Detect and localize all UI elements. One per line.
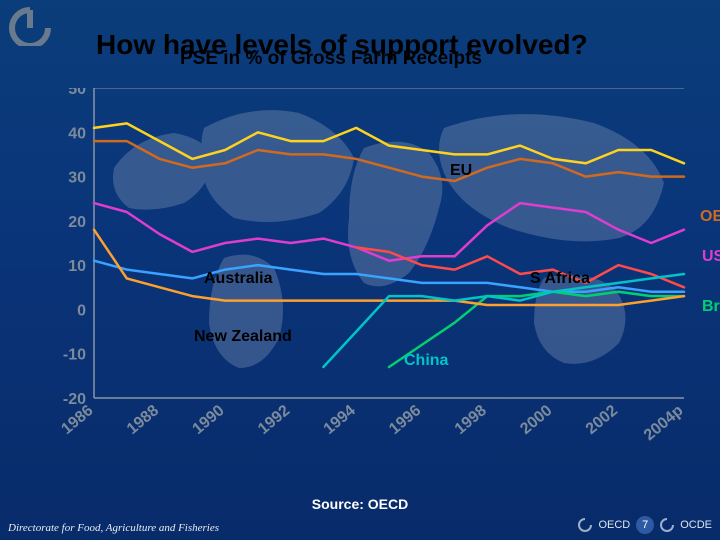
svg-text:1998: 1998: [452, 402, 490, 438]
pse-chart: -20-100102030405019861988199019921994199…: [54, 88, 694, 458]
footer-oecd-left: OECD: [598, 519, 630, 531]
slide-subtitle: PSE in % of Gross Farm Receipts: [180, 48, 482, 70]
source-text: Source: OECD: [0, 496, 720, 512]
label-NewZealand: New Zealand: [194, 328, 292, 346]
label-USA: USA: [702, 248, 720, 266]
svg-text:1992: 1992: [255, 402, 293, 438]
ocde-mini-logo: [660, 518, 674, 532]
footer-ocde-right: OCDE: [680, 519, 712, 531]
chart-svg: -20-100102030405019861988199019921994199…: [54, 88, 694, 458]
svg-text:-10: -10: [63, 347, 86, 364]
series-OECD: [94, 141, 684, 181]
label-OECD: OECD: [700, 208, 720, 226]
svg-text:0: 0: [77, 302, 86, 319]
label-SAfrica: S Africa: [530, 270, 590, 288]
series-EU: [94, 123, 684, 163]
footer-directorate: Directorate for Food, Agriculture and Fi…: [8, 522, 219, 534]
svg-text:20: 20: [68, 214, 86, 231]
footer-right: OECD 7 OCDE: [578, 516, 712, 534]
svg-text:1988: 1988: [124, 402, 162, 438]
label-China: China: [404, 352, 448, 370]
svg-text:1990: 1990: [189, 402, 227, 438]
svg-text:10: 10: [68, 258, 86, 275]
label-EU: EU: [450, 162, 472, 180]
oecd-mini-logo: [578, 518, 592, 532]
svg-text:2004p: 2004p: [641, 402, 687, 444]
page-number-badge: 7: [636, 516, 654, 534]
svg-text:1996: 1996: [386, 402, 424, 438]
svg-text:50: 50: [68, 88, 86, 98]
svg-text:40: 40: [68, 125, 86, 142]
svg-text:2002: 2002: [583, 402, 621, 438]
svg-text:30: 30: [68, 170, 86, 187]
label-Australia: Australia: [204, 270, 272, 288]
label-Brazil: Brazil: [702, 298, 720, 316]
oecd-logo: [8, 6, 52, 46]
svg-text:2000: 2000: [517, 402, 555, 438]
svg-text:1994: 1994: [321, 402, 359, 438]
